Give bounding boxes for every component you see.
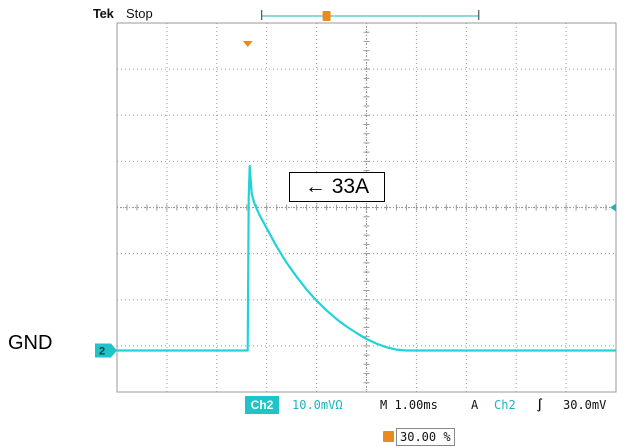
status-bar: Tek Stop bbox=[0, 0, 624, 22]
volts-per-div-readout: 10.0mVΩ bbox=[292, 398, 343, 412]
trigger-position-marker bbox=[242, 41, 253, 47]
waveform-trace bbox=[117, 164, 616, 352]
trigger-level-marker bbox=[610, 203, 616, 212]
channel-ground-marker bbox=[95, 343, 117, 358]
trigger-position-value: 30.00 % bbox=[396, 428, 455, 446]
peak-annotation: ← 33A bbox=[289, 172, 385, 202]
trigger-mode-readout: A bbox=[471, 398, 479, 412]
trigger-level-readout: 30.0mV bbox=[563, 398, 607, 412]
channel-badge[interactable]: Ch2 bbox=[245, 396, 279, 414]
trigger-point-icon bbox=[322, 11, 331, 21]
brand-label: Tek bbox=[93, 6, 114, 21]
acquisition-state: Stop bbox=[126, 6, 153, 21]
trigger-position-readout: 30.00 % bbox=[383, 428, 455, 446]
trigger-position-icon bbox=[383, 431, 394, 442]
graticule bbox=[116, 22, 617, 393]
channel-marker-label: 2 bbox=[99, 345, 105, 357]
trigger-slope-icon: ∫ bbox=[536, 398, 544, 412]
trigger-channel-readout: Ch2 bbox=[494, 398, 516, 412]
ground-label: GND bbox=[8, 332, 53, 354]
time-per-div-readout: M 1.00ms bbox=[380, 398, 438, 412]
